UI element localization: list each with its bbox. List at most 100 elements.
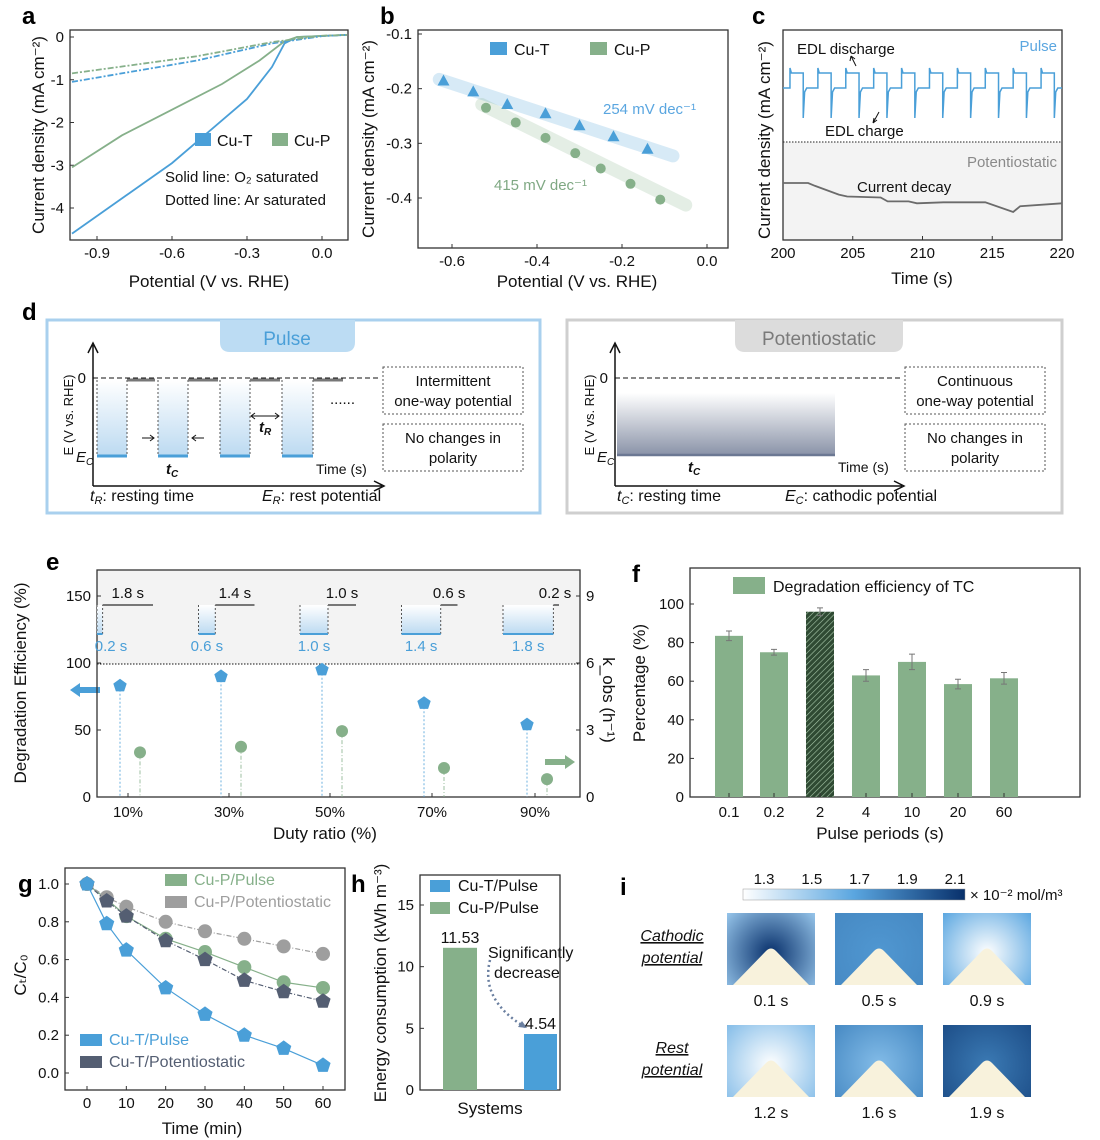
x-tick-label: 0.1 [719,804,740,821]
error-bar [726,630,732,642]
y-tick-label: -3 [51,157,64,174]
axes-arrows [609,341,906,492]
legend-label: Cu-T/Potentiostatic [109,1054,245,1071]
y-tick-label: 15 [397,897,414,914]
data-point-circle [237,931,252,946]
panel-a-chart: Potential (V vs. RHE) Current density (m… [29,29,349,291]
legend-label-cu-t: Cu-T [217,133,253,150]
tc-symbol: t [688,459,694,476]
cathodic-pulse-area [220,380,250,456]
inset-edge [198,605,216,634]
legend-label-cu-t: Cu-T [514,42,550,59]
row-label-line: Cathodic [640,928,703,945]
data-point-circle [316,980,330,995]
series-line [71,33,348,169]
row-label-line: potential [641,950,703,967]
legend-swatch [165,874,187,886]
data-point-circle [570,148,581,159]
data-point-pentagon [417,696,431,709]
x-tick-label: 10 [118,1095,135,1112]
arrow-head-icon [518,1021,527,1028]
x-axis-label: Pulse periods (s) [816,824,944,843]
legend-swatch [80,1034,102,1046]
legend-swatch [80,1056,102,1068]
pulse-title: Pulse [263,329,311,350]
y-tick-label: 0.0 [38,1065,59,1082]
pulse-tab [220,320,355,352]
inset-low-duration: 0.6 s [191,638,224,655]
legend-label: Cu-P/Potentiostatic [194,894,331,911]
edl-discharge-label: EDL discharge [797,41,895,58]
data-point-pentagon [315,993,331,1008]
x-tick-label: 70% [417,804,447,821]
x-tick-label: 205 [840,245,865,262]
y-tick-label: -4 [51,200,64,217]
tc-label: tC [688,459,701,478]
legend-swatch-cu-t [195,133,211,146]
potentiostatic-tab [735,320,903,352]
pulse-label: Pulse [1019,38,1057,55]
plot-frame [689,567,1081,798]
panel-i-heatmaps: × 10⁻² mol/m³ 1.3 1.5 1.7 1.9 2.1 Cathodic pot… [640,871,1062,1122]
data-point-triangle [467,85,480,97]
plot-frame [96,569,581,798]
inset-high-duration: 0.6 s [433,585,466,602]
x-tick-label: -0.2 [609,253,635,270]
x-tick-label: 0.0 [697,253,718,270]
inset-high-duration: 1.8 s [112,585,145,602]
y-tick-label: 150 [66,588,91,605]
data-point-pentagon [118,908,134,923]
tr-label: tR [259,419,272,438]
inset-edge [401,605,442,634]
colorbar-unit: × 10⁻² mol/m³ [970,887,1063,904]
data-point-triangle [607,130,620,142]
annotation-line: decrease [494,965,560,982]
annotation-line: Significantly [488,945,573,962]
x-axis-label: Time (s) [891,269,953,288]
electrode-tip [733,1060,809,1097]
y-axis-label: Current density (mA cm⁻²) [29,36,48,234]
data-point-pentagon [79,876,95,891]
time-label: Time (s) [838,459,889,475]
fit-band [432,72,680,163]
bar-value-label: 11.53 [441,930,480,947]
axes-arrows [87,341,386,492]
legend-swatch-cu-p [590,42,607,55]
potentiostatic-current-trace [783,182,1063,214]
y-axis-label: Cₜ/C₀ [11,954,30,995]
x-tick-label: 30% [214,804,244,821]
potentiostatic-label: Potentiostatic [967,154,1058,171]
data-point-pentagon [158,932,174,948]
row-label: Rest potential [641,1040,703,1079]
panel-c-chart: Time (s) Current density (mA cm⁻²) EDL d… [755,29,1075,288]
footer-er-definition: ER: rest potential [262,488,381,507]
data-point-pentagon [99,915,115,931]
y-tick-label: 0 [676,789,684,806]
y-tick-label: -0.3 [386,135,412,152]
data-point-circle [134,746,146,759]
electrode-tip [841,1060,917,1097]
note-line: polarity [951,450,1000,467]
inset-low-duration: 1.0 s [298,638,331,655]
x-tick-label: 0 [83,1095,91,1112]
data-point-circle [625,178,636,189]
potentiostatic-title: Potentiostatic [762,329,876,350]
x-tick-label: 20 [157,1095,174,1112]
data-point-circle [235,740,247,753]
y-tick-label: 0 [586,789,594,806]
note-box-intermittent [382,366,524,415]
subscript: C [796,495,804,507]
panel-label-g: g [18,871,33,898]
bar [524,1034,557,1090]
note-line: one-way potential [394,393,512,410]
data-point-circle [438,761,450,774]
bar-value-label: 4.54 [525,1016,556,1033]
edl-charge-label: EDL charge [825,123,904,140]
electrode-tip [733,948,809,985]
bar [990,678,1018,797]
symbol: t [617,488,622,505]
inset-low-area [401,605,441,634]
legend-label: Cu-P/Pulse [194,872,275,889]
panel-d-pulse-diagram: Pulse E (V vs. RHE) 0 EC tC tR Time (s) … [45,318,542,515]
slope-label-cu-p: 415 mV dec⁻¹ [494,177,587,194]
